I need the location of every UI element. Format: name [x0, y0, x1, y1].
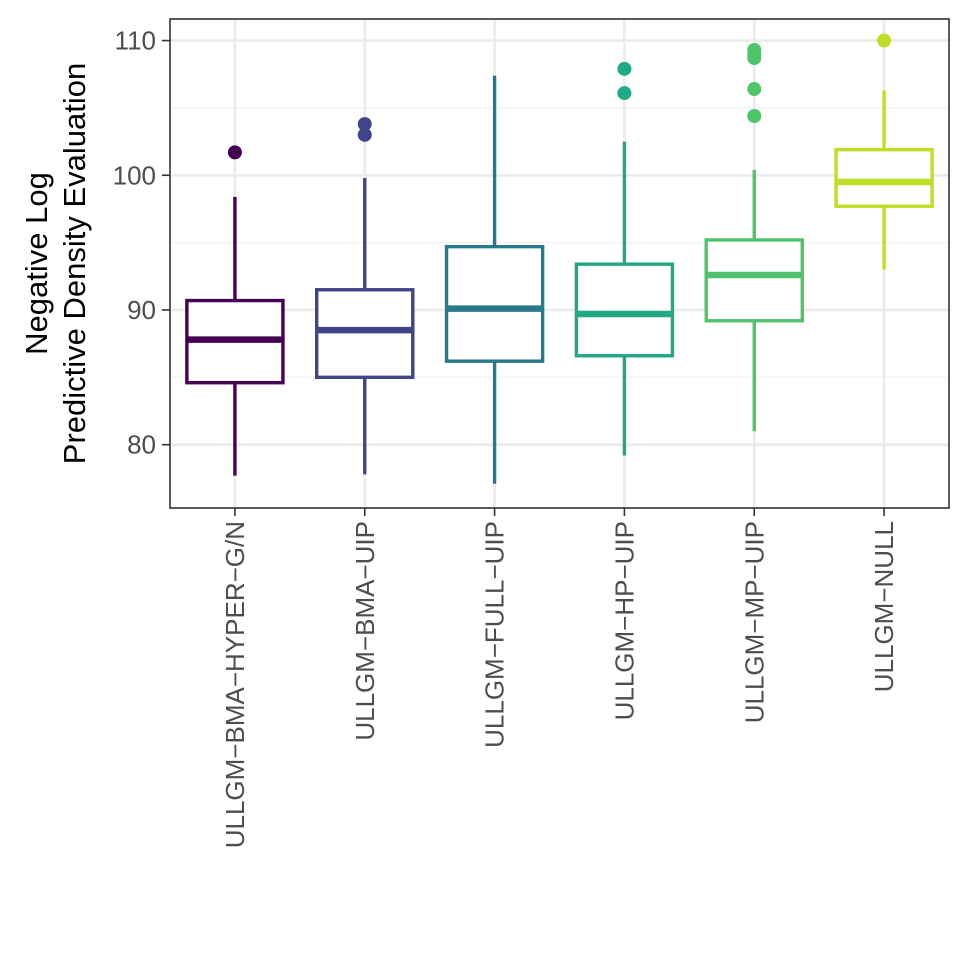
- box: [574, 262, 675, 358]
- y-tick-label: 90: [127, 295, 156, 325]
- outlier-point: [357, 117, 372, 132]
- outlier-point: [877, 33, 892, 48]
- x-tick-label: ULLGM−BMA−HYPER−G/N: [220, 521, 250, 848]
- outlier-point: [227, 145, 242, 160]
- box: [704, 238, 804, 323]
- boxplots: [185, 33, 934, 484]
- box: [444, 244, 545, 363]
- box-group: [704, 42, 804, 432]
- x-tick-label: ULLGM−HP−UIP: [609, 521, 639, 720]
- y-tick-label: 110: [115, 26, 156, 56]
- box-group: [444, 75, 545, 484]
- outlier-point: [747, 108, 762, 123]
- box-group: [315, 117, 415, 475]
- outlier-point: [617, 86, 632, 101]
- x-tick-label: ULLGM−FULL−UIP: [480, 521, 510, 748]
- y-axis-title-line-1: Negative Log: [19, 172, 54, 355]
- outlier-point: [617, 61, 632, 76]
- y-axis: 80 90 100 110: [113, 26, 170, 460]
- x-axis: ULLGM−BMA−HYPER−G/N ULLGM−BMA−UIP ULLGM−FU…: [220, 508, 899, 848]
- box: [834, 147, 934, 208]
- grid: [170, 19, 949, 508]
- panel-border: [169, 18, 950, 509]
- x-tick-label: ULLGM−BMA−UIP: [350, 521, 380, 741]
- outlier-point: [747, 82, 762, 97]
- x-tick-label: ULLGM−MP−UIP: [739, 521, 769, 723]
- y-tick-label: 100: [113, 160, 156, 190]
- box-group: [834, 33, 934, 270]
- box-group: [574, 61, 675, 456]
- outlier-point: [747, 42, 762, 57]
- box: [315, 288, 415, 380]
- x-tick-label: ULLGM−NULL: [869, 521, 899, 692]
- outlier-point: [357, 127, 372, 142]
- y-axis-title-line-2: Predictive Density Evaluation: [57, 63, 92, 464]
- y-tick-label: 80: [127, 430, 156, 460]
- box-group: [185, 145, 285, 476]
